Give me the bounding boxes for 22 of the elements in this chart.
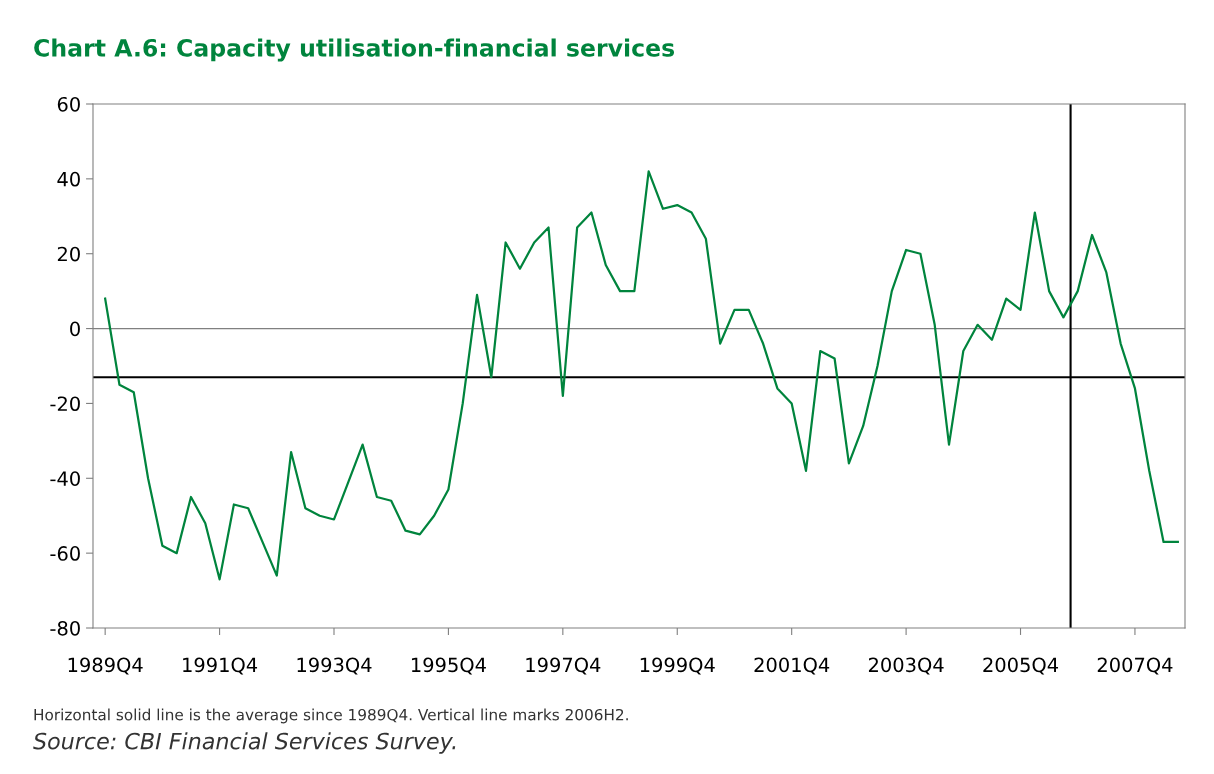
chart-title: Chart A.6: Capacity utilisation-financial services <box>34 38 675 62</box>
source-note: Source: CBI Financial Services Survey. <box>33 732 456 754</box>
x-tick-label: 1999Q4 <box>640 657 715 675</box>
text: Horizontal solid line is the average since 1989Q4. Vertical line marks 2006H2. <box>34 708 628 724</box>
y-tick-label: -80 <box>50 620 80 636</box>
x-tick-label: 1989Q4 <box>68 657 143 675</box>
y-tick-label: 60 <box>57 96 80 112</box>
y-tick-label: -20 <box>50 396 80 412</box>
x-tick-label: 1997Q4 <box>526 657 601 675</box>
x-tick-label: 2007Q4 <box>1097 657 1173 675</box>
line-series <box>104 170 1179 581</box>
x-tick-label: 1993Q4 <box>297 657 372 675</box>
y-tick-label: 40 <box>57 171 80 187</box>
x-tick-label: 2005Q4 <box>983 657 1059 675</box>
y-tick-label: -60 <box>50 546 80 561</box>
y-tick-label: 0 <box>70 321 80 337</box>
x-tick-label: 1991Q4 <box>183 657 258 675</box>
x-tick-label: 2001Q4 <box>754 657 830 675</box>
y-tick-label: 20 <box>57 246 80 262</box>
x-tick-label: 2003Q4 <box>868 657 944 675</box>
x-tick-label: 1995Q4 <box>411 657 486 675</box>
y-tick-label: -40 <box>50 471 80 486</box>
